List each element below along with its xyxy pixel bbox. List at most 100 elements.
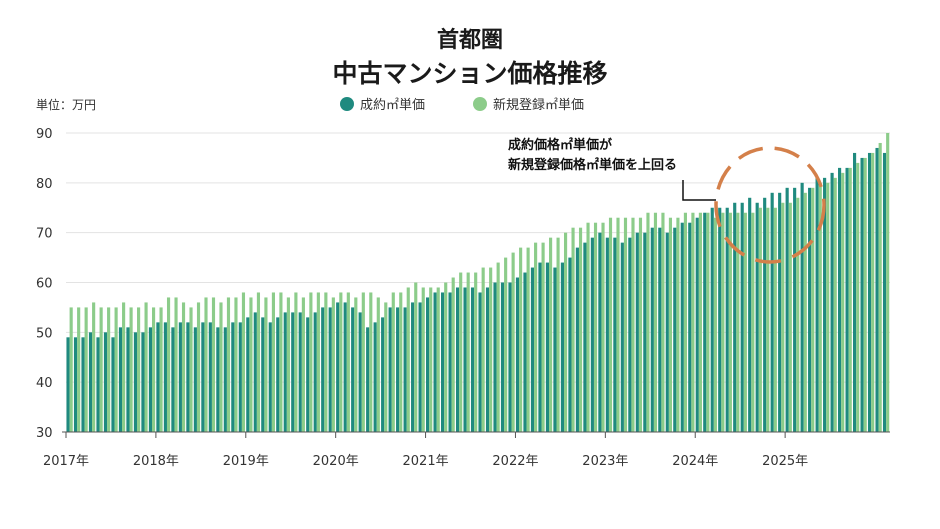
bar-contract [81,337,85,432]
bar-contract [291,312,295,432]
bar-contract [635,232,639,432]
bar-contract [830,172,834,432]
bar-new [549,237,553,432]
bar-contract [500,282,505,432]
bar-new [668,217,673,432]
bar-new [369,292,373,432]
bar-contract [411,302,415,432]
bar-new [459,272,463,432]
bar-new [286,297,290,432]
bar-new [301,297,305,432]
bar-contract [463,287,467,432]
bar-contract [343,302,347,432]
y-tick-label: 70 [36,227,53,242]
bar-new [84,307,88,432]
bar-new [421,287,425,432]
bar-new [766,207,770,432]
bar-new [646,212,650,432]
bar-new [631,217,635,432]
x-tick-label: 2020年 [313,454,359,469]
bar-new [526,247,530,432]
bar-new [878,142,882,432]
bar-new [316,292,320,432]
bar-new [226,297,231,432]
bar-new [563,232,568,432]
bar-new [638,217,643,432]
bar-new [151,307,156,432]
bar-contract [575,247,579,432]
y-tick-label: 80 [36,177,53,192]
bar-new [758,207,762,432]
bar-new [496,262,500,432]
bar-new [399,292,403,432]
bar-contract [171,327,175,432]
annotation-text: 成約価格㎡単価が 新規登録価格㎡単価を上回る [508,136,677,176]
x-tick-label: 2017年 [43,454,89,469]
bar-contract [261,317,265,432]
x-tick-label: 2024年 [672,454,718,469]
bar-new [129,307,133,432]
bar-contract [620,242,624,432]
bar-new [69,307,73,432]
bar-new [541,242,545,432]
bar-contract [268,322,272,432]
bar-new [346,292,350,432]
bar-contract [538,262,542,432]
bar-new [871,152,875,432]
bar-contract [193,327,197,432]
bar-contract [455,287,460,432]
bar-contract [440,292,445,432]
bar-new [511,252,515,432]
bar-contract [156,322,160,432]
bar-new [376,297,380,432]
bar-contract [148,327,152,432]
bar-new [519,247,523,432]
annotation-leader-line [682,180,716,201]
bar-contract [658,227,662,432]
bar-contract [126,327,130,432]
bar-contract [283,312,287,432]
bar-new [818,182,822,432]
bar-contract [298,312,302,432]
bar-contract [201,322,205,432]
bar-new [114,307,118,432]
bar-contract [530,267,535,432]
bar-contract [823,177,827,432]
bar-new [601,222,605,432]
bar-new [886,133,890,432]
bar-new [279,292,283,432]
bar-contract [523,272,527,432]
bar-new [728,212,732,432]
bar-contract [111,337,115,432]
bar-new [174,297,178,432]
bar-contract [515,277,520,432]
bar-contract [208,322,212,432]
bar-new [608,217,613,432]
bar-contract [426,297,430,432]
bar-contract [545,262,550,432]
bar-new [466,272,470,432]
bar-contract [403,307,407,432]
bar-contract [186,322,190,432]
bar-new [294,292,298,432]
bar-new [578,227,583,432]
bar-new [706,212,710,432]
annotation-line1: 成約価格㎡単価が [508,138,613,153]
legend-swatch-contract [340,96,354,111]
bar-contract [246,317,250,432]
bar-new [249,297,253,432]
bar-contract [231,322,235,432]
bar-contract [306,317,310,432]
bar-contract [673,227,677,432]
bar-contract [178,322,182,432]
bar-new [414,282,418,432]
bar-contract [133,332,138,432]
bar-contract [643,232,647,432]
bar-new [166,297,171,432]
bar-contract [733,202,737,432]
bar-new [796,197,800,432]
bar-contract [800,182,804,432]
bar-new [451,277,455,432]
bar-contract [253,312,257,432]
legend-item-contract: 成約㎡単価 [340,94,425,113]
